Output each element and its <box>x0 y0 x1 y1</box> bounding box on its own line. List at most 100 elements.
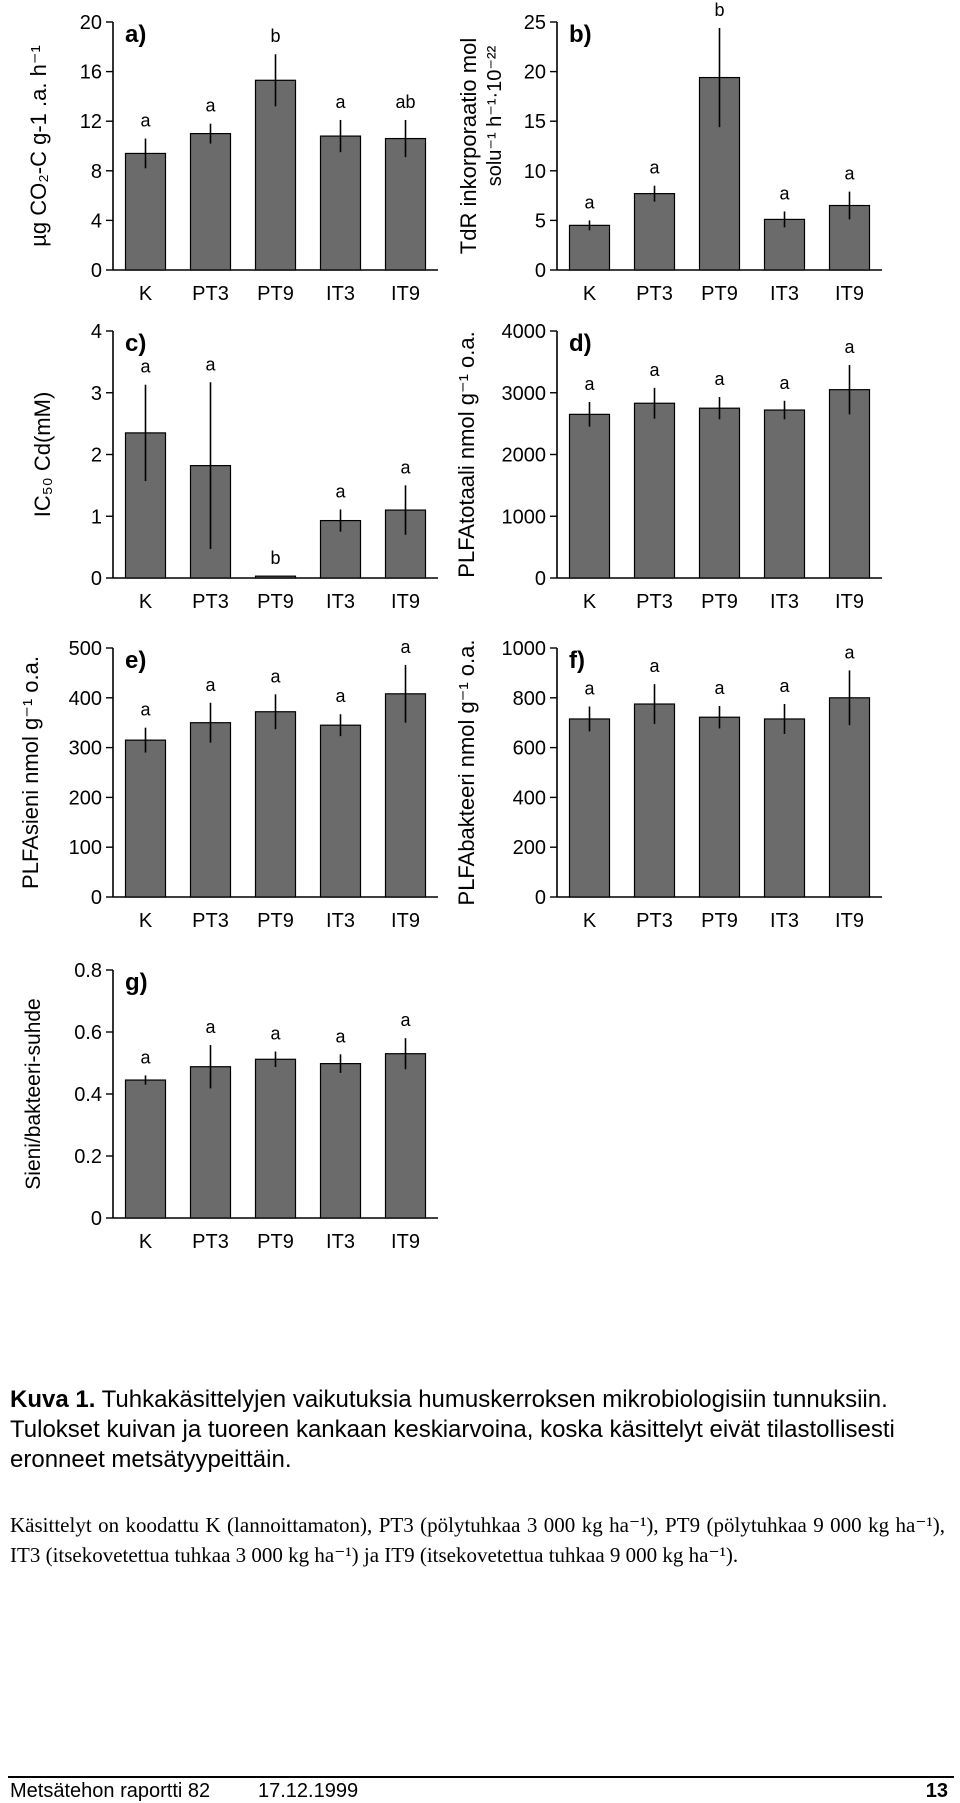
y-axis-label: PLFAsieni nmol g⁻¹ o.a. <box>18 656 43 889</box>
bar-PT9 <box>254 1058 297 1219</box>
significance-letter: a <box>205 1017 216 1037</box>
x-tick-label: K <box>139 591 153 613</box>
bar-IT9 <box>384 137 427 271</box>
x-tick-label: PT9 <box>701 591 738 613</box>
x-tick-label: IT3 <box>770 910 799 932</box>
significance-letter: a <box>649 158 660 178</box>
significance-letter: b <box>270 548 280 568</box>
significance-letter: a <box>140 111 151 131</box>
figure-note: Käsittelyt on koodattu K (lannoittamaton… <box>10 1513 945 1567</box>
y-tick-label: 0.4 <box>74 1084 102 1106</box>
y-tick-label: 3 <box>91 383 102 405</box>
footer-report: Metsätehon raportti 82 <box>10 1780 211 1802</box>
chart-panel-g: 0 0.2 0.4 0.6 0.8 g) a Ka PT3 a PT9 a IT3 a IT9 Sieni/b… <box>22 960 438 1253</box>
significance-letter: a <box>140 1047 151 1067</box>
significance-letter: a <box>205 675 216 695</box>
significance-letter: a <box>584 374 595 394</box>
y-tick-label: 0 <box>535 568 546 590</box>
x-tick-label: PT3 <box>192 910 229 932</box>
significance-letter: b <box>270 26 280 46</box>
y-tick-label: 4 <box>91 210 102 232</box>
significance-letter: ab <box>395 92 415 112</box>
x-tick-label: K <box>139 910 153 932</box>
y-axis-label: TdR inkorporaatio mol <box>456 38 481 254</box>
significance-letter: a <box>779 676 790 696</box>
significance-letter: a <box>584 679 595 699</box>
x-tick-label: PT3 <box>636 910 673 932</box>
y-tick-label: 0.2 <box>74 1146 102 1168</box>
y-tick-label: 2000 <box>502 445 547 467</box>
y-tick-label: 1000 <box>502 506 547 528</box>
x-tick-label: IT9 <box>391 910 420 932</box>
x-tick-label: PT3 <box>192 283 229 305</box>
y-tick-label: 16 <box>80 62 102 84</box>
bar-PT3 <box>189 1066 232 1219</box>
y-axis-label: µg CO₂-C g-1 .a. h⁻¹ <box>26 45 51 247</box>
y-tick-label: 0 <box>535 887 546 909</box>
caption-text: Tuhkakäsittelyjen vaikutuksia humuskerro… <box>10 1386 895 1473</box>
significance-letter: a <box>205 96 216 116</box>
y-tick-label: 0 <box>91 568 102 590</box>
y-tick-label: 15 <box>524 111 546 133</box>
bar-IT3 <box>319 519 362 579</box>
bar-PT9 <box>254 575 297 579</box>
significance-letter: a <box>844 337 855 357</box>
y-tick-label: 12 <box>80 111 102 133</box>
significance-letter: a <box>779 183 790 203</box>
x-tick-label: IT9 <box>835 910 864 932</box>
significance-letter: a <box>335 92 346 112</box>
x-tick-label: PT9 <box>257 591 294 613</box>
significance-letter: a <box>205 354 216 374</box>
bar-IT9 <box>384 693 427 898</box>
y-tick-label: 0 <box>91 887 102 909</box>
y-tick-label: 2 <box>91 445 102 467</box>
y-axis-label: Sieni/bakteeri-suhde <box>22 998 45 1189</box>
x-tick-label: IT3 <box>770 591 799 613</box>
y-tick-label: 5 <box>535 210 546 232</box>
significance-letter: a <box>335 481 346 501</box>
bar-IT9 <box>828 697 871 898</box>
panel-label: g) <box>125 969 148 996</box>
significance-letter: a <box>335 1026 346 1046</box>
significance-letter: a <box>779 373 790 393</box>
panel-label: b) <box>569 21 592 48</box>
bar-IT3 <box>763 409 806 579</box>
x-tick-label: PT9 <box>701 910 738 932</box>
y-tick-label: 20 <box>80 12 102 34</box>
x-tick-label: K <box>583 283 597 305</box>
x-tick-label: IT3 <box>326 591 355 613</box>
caption-label: Kuva 1. <box>10 1386 96 1413</box>
significance-letter: a <box>335 686 346 706</box>
y-axis-label-line2: solu⁻¹ h⁻¹·10⁻²² <box>484 45 506 186</box>
bar-IT3 <box>319 135 362 271</box>
significance-letter: a <box>714 369 725 389</box>
y-tick-label: 0 <box>91 260 102 282</box>
significance-letter: a <box>844 642 855 662</box>
bar-PT3 <box>633 193 676 271</box>
y-tick-label: 400 <box>69 688 102 710</box>
bar-IT3 <box>319 1063 362 1219</box>
bar-PT9 <box>698 716 741 898</box>
y-tick-label: 200 <box>513 837 546 859</box>
bar-IT3 <box>763 718 806 898</box>
x-tick-label: PT3 <box>192 1231 229 1253</box>
x-tick-label: PT9 <box>257 910 294 932</box>
bar-PT9 <box>698 407 741 579</box>
y-axis-label: PLFAbakteeri nmol g⁻¹ o.a. <box>454 640 479 906</box>
x-tick-label: IT3 <box>326 283 355 305</box>
significance-letter: a <box>649 656 660 676</box>
x-tick-label: PT9 <box>257 283 294 305</box>
chart-panel-b: 0 5 10 15 20 25 b) a Ka PT3 b PT9 a IT3 a IT9 TdR inkorp… <box>456 0 882 305</box>
bar-IT9 <box>384 1053 427 1219</box>
y-tick-label: 400 <box>513 787 546 809</box>
footer-rule <box>8 1776 954 1778</box>
y-tick-label: 300 <box>69 738 102 760</box>
bar-PT9 <box>254 79 297 271</box>
x-tick-label: PT9 <box>701 283 738 305</box>
y-tick-label: 200 <box>69 787 102 809</box>
panel-label: f) <box>569 647 585 674</box>
y-tick-label: 20 <box>524 62 546 84</box>
x-tick-label: PT3 <box>192 591 229 613</box>
